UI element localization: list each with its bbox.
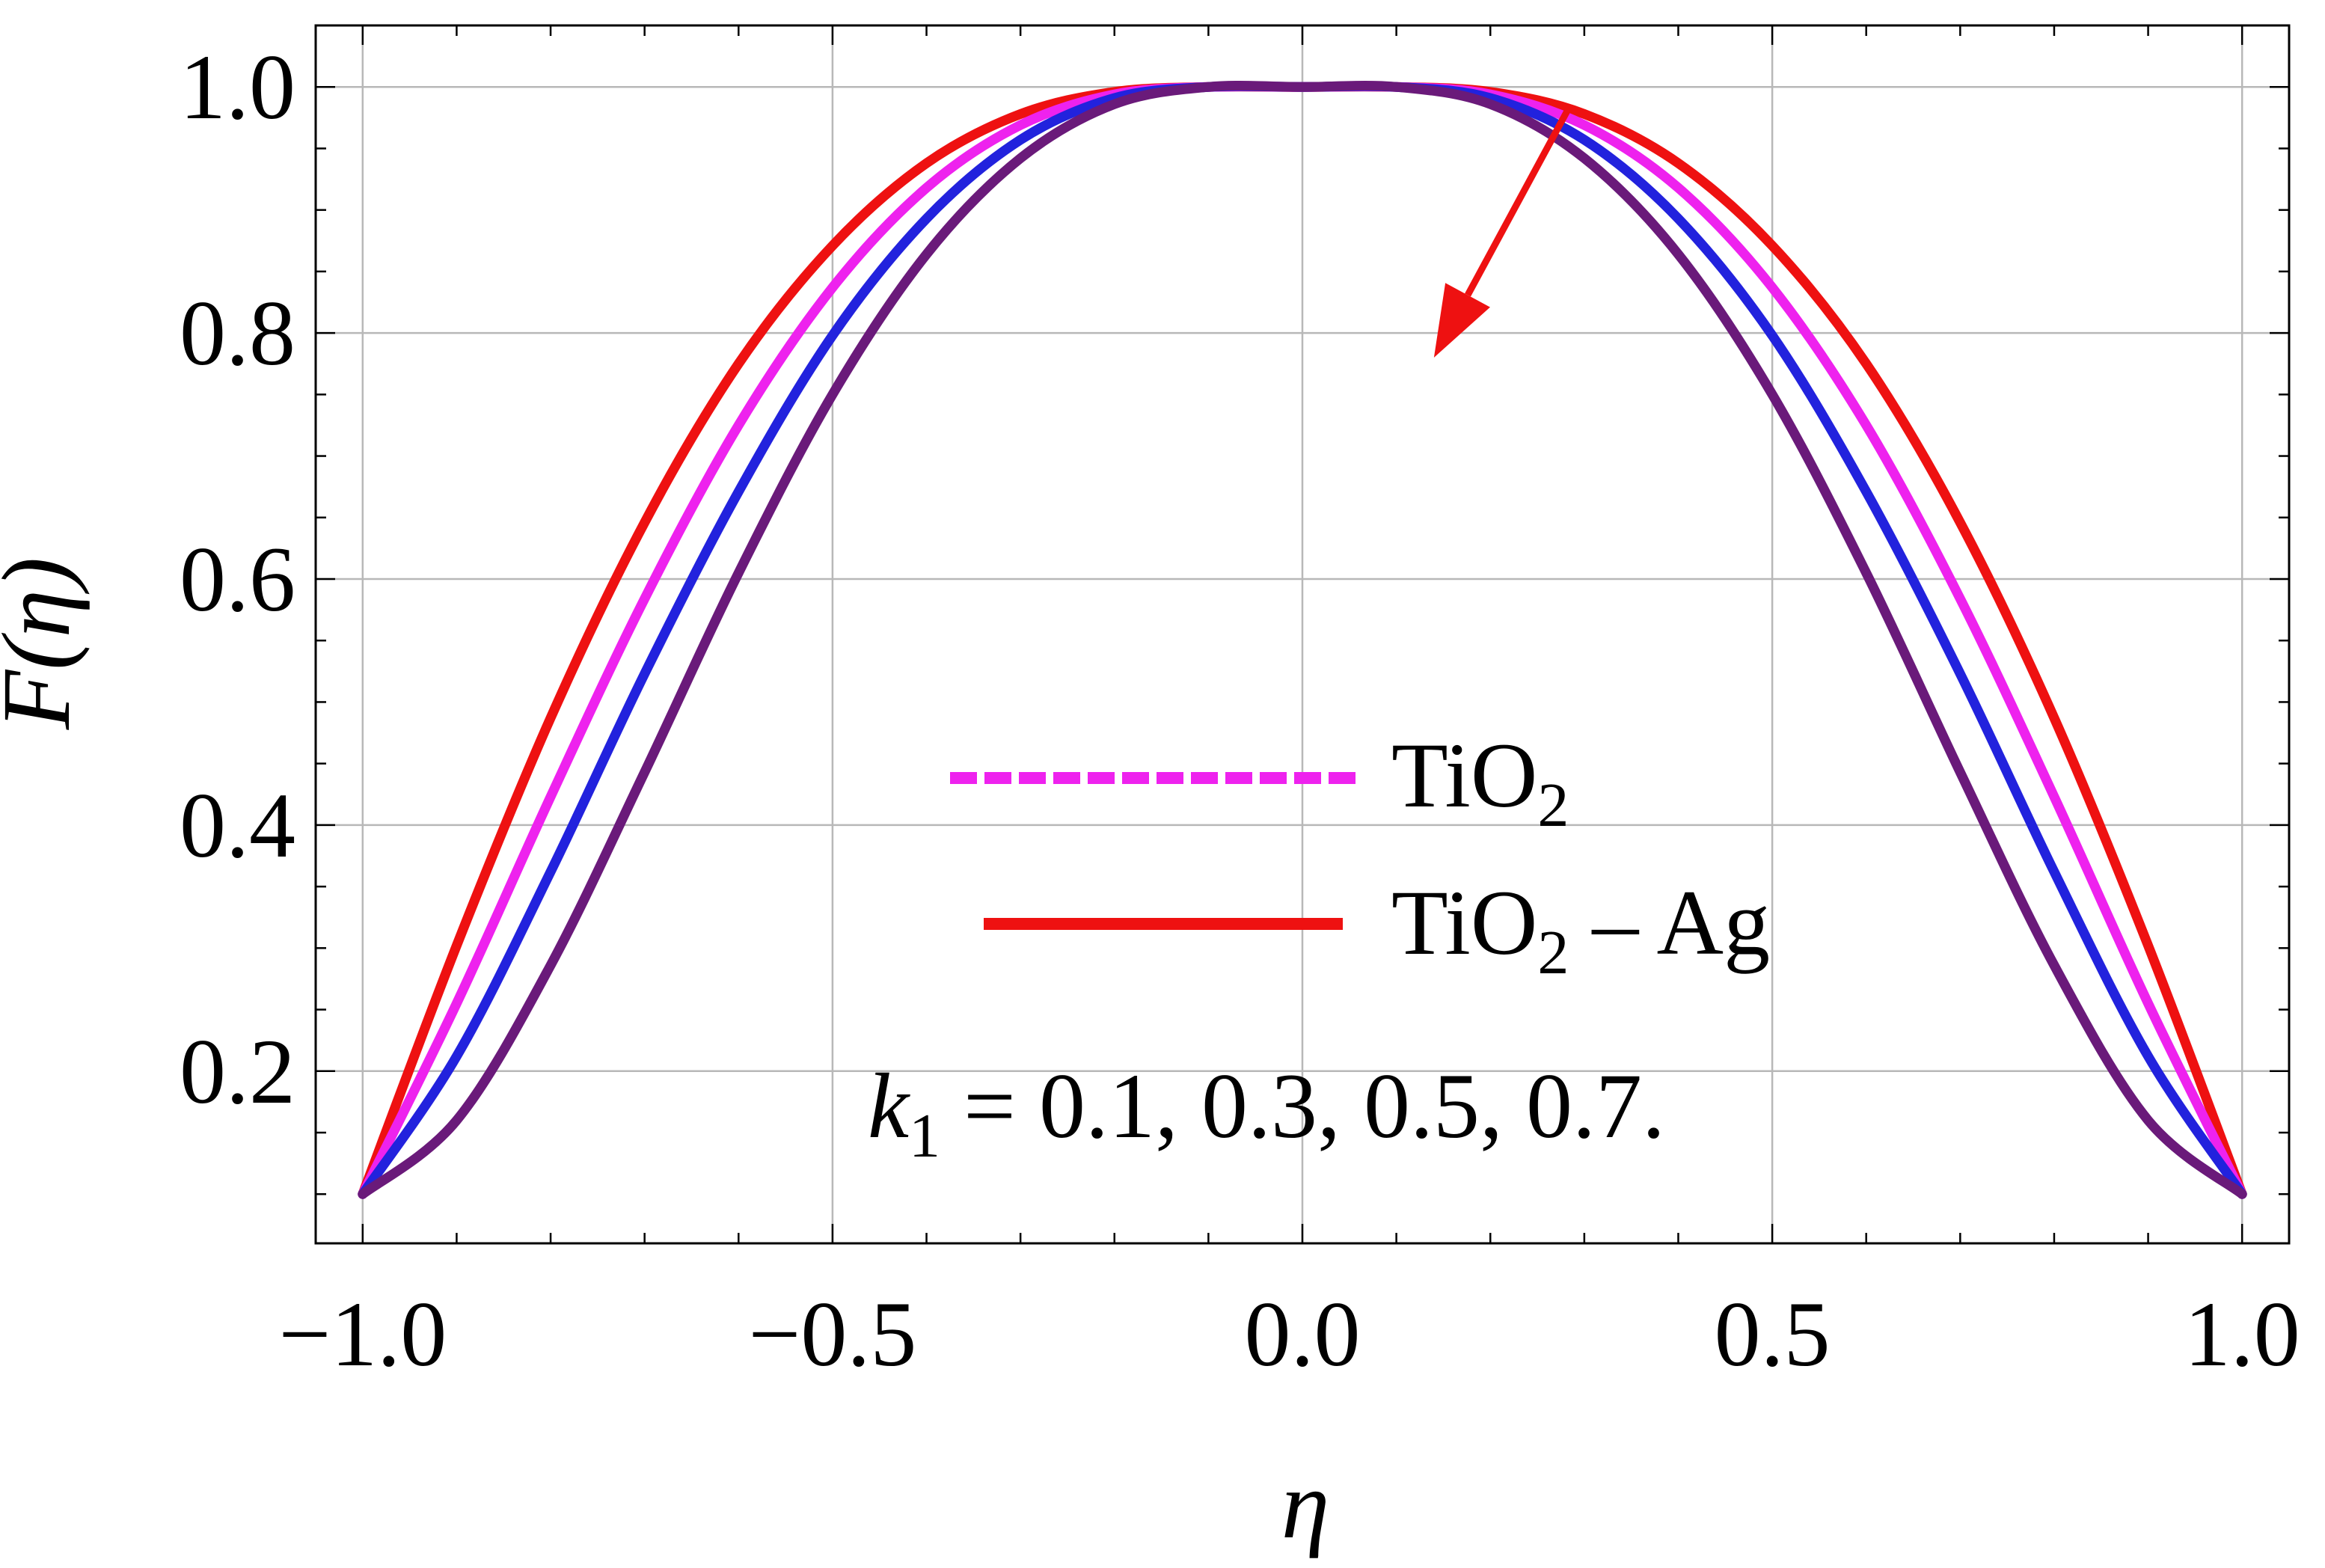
- y-tick-label-1: 0.4: [180, 774, 295, 877]
- x-tick-label-0: −1.0: [278, 1283, 447, 1385]
- parameter-annotation: k1 = 0.1, 0.3, 0.5, 0.7.: [868, 1055, 1665, 1171]
- legend: TiO2 TiO2 – Ag: [950, 724, 1770, 987]
- y-tick-label-2: 0.6: [180, 528, 295, 631]
- arrow-head: [1433, 283, 1490, 358]
- x-tick-labels: −1.0 −0.5 0.0 0.5 1.0: [278, 1283, 2300, 1385]
- series-lines: [358, 81, 2247, 1199]
- legend-label-tio2-ag: TiO2 – Ag: [1391, 872, 1770, 987]
- series-line-3: [358, 81, 2247, 1199]
- arrow-shaft: [1465, 103, 1573, 297]
- legend-label-tio2: TiO2: [1391, 724, 1569, 840]
- x-axis-label: η: [1281, 1451, 1330, 1559]
- x-tick-label-3: 0.5: [1715, 1283, 1831, 1385]
- y-tick-labels: 0.2 0.4 0.6 0.8 1.0: [180, 36, 295, 1123]
- y-tick-label-0: 0.2: [180, 1020, 295, 1123]
- grid-lines: [316, 25, 2289, 1243]
- y-tick-label-4: 1.0: [180, 36, 295, 138]
- x-tick-label-4: 1.0: [2184, 1283, 2300, 1385]
- y-tick-label-3: 0.8: [180, 282, 295, 385]
- x-tick-label-2: 0.0: [1245, 1283, 1361, 1385]
- axis-ticks: [316, 25, 2289, 1243]
- trend-arrow: [1433, 103, 1573, 358]
- y-axis-label: F(η): [0, 557, 91, 730]
- x-tick-label-1: −0.5: [748, 1283, 916, 1385]
